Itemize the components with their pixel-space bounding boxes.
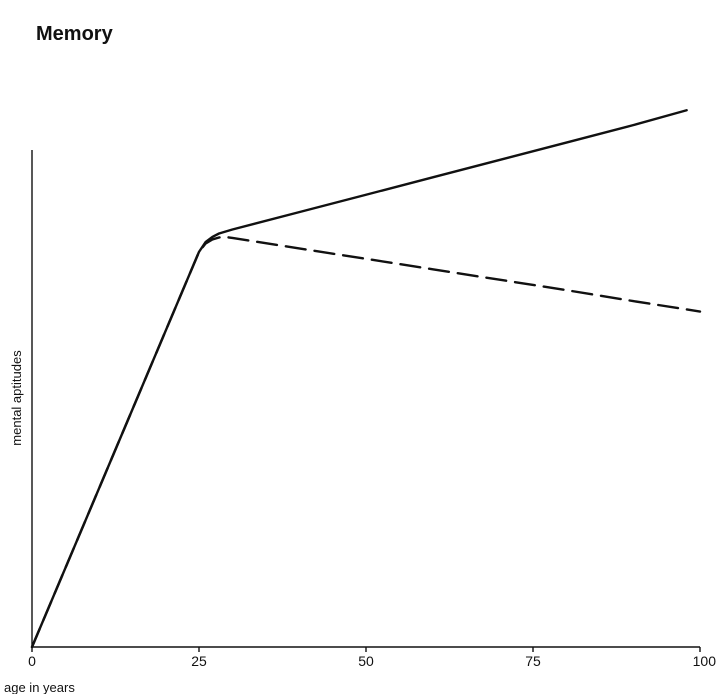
x-tick-label: 50 [358,653,374,669]
x-tick-label: 75 [525,653,541,669]
x-tick-label: 25 [191,653,207,669]
x-axis-label: age in years [4,680,75,694]
y-axis-label: mental aptitudes [9,350,24,446]
chart-title: Memory [36,23,114,45]
series-line-solid [30,109,688,649]
x-tick-label: 100 [693,653,717,669]
series-group [30,109,702,649]
axes [31,150,700,648]
x-ticks: 0 25 50 75 100 [28,647,716,669]
x-tick-label: 0 [28,653,36,669]
series-line-dashed [30,235,702,649]
